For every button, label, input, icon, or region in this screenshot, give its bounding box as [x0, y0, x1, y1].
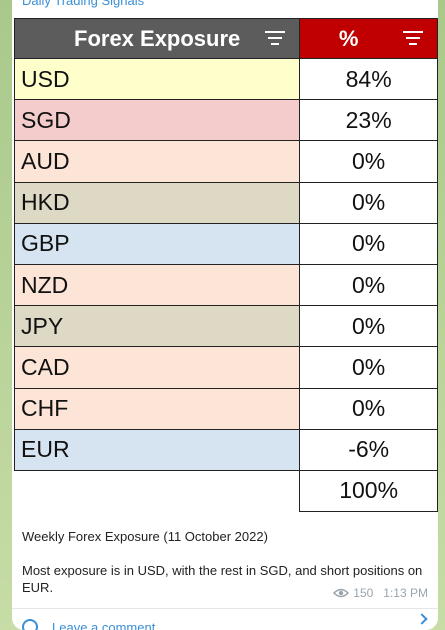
header-forex-exposure: Forex Exposure: [13, 18, 301, 59]
currency-cell: SGD: [13, 99, 301, 142]
header-currency-label: Forex Exposure: [74, 25, 241, 51]
table-row: SGD 23%: [13, 99, 438, 142]
header-percent-label: %: [338, 25, 359, 51]
leave-comment-label: Leave a comment: [52, 620, 156, 630]
forex-exposure-image[interactable]: Forex Exposure % USD 84% SGD 23% AUD 0% HKD 0% G…: [12, 18, 438, 514]
percent-cell: 84%: [299, 57, 438, 101]
message-time: 1:13 PM: [383, 586, 428, 600]
currency-cell: CHF: [13, 387, 301, 430]
currency-cell: JPY: [13, 305, 301, 348]
view-count: 150: [353, 586, 374, 600]
eye-icon: [333, 588, 350, 598]
percent-cell: 0%: [299, 263, 438, 307]
table-row: EUR -6%: [13, 428, 438, 471]
table-row: GBP 0%: [13, 222, 438, 265]
table-row: AUD 0%: [13, 140, 438, 183]
filter-icon: [265, 31, 286, 47]
header-percent: %: [299, 18, 438, 59]
currency-cell: EUR: [13, 428, 301, 471]
percent-cell: 0%: [299, 305, 438, 348]
percent-cell: 0%: [299, 181, 438, 224]
message-bubble: Daily Trading Signals Forex Exposure %: [12, 0, 438, 630]
leave-comment-button[interactable]: Leave a comment: [12, 608, 438, 630]
chevron-right-icon: [416, 613, 428, 625]
channel-name[interactable]: Daily Trading Signals: [22, 0, 145, 8]
forex-exposure-table: Forex Exposure % USD 84% SGD 23% AUD 0% HKD 0% G…: [13, 18, 438, 513]
caption-title: Weekly Forex Exposure (11 October 2022): [22, 529, 268, 544]
filter-icon: [403, 31, 423, 47]
message-caption: Weekly Forex Exposure (11 October 2022) …: [22, 528, 428, 613]
table-row: CHF 0%: [13, 387, 438, 430]
currency-cell: USD: [13, 57, 301, 101]
table-row: USD 84%: [13, 57, 438, 101]
percent-cell: 0%: [299, 387, 438, 430]
percent-cell: -6%: [299, 428, 438, 471]
table-row: JPY 0%: [13, 305, 438, 348]
currency-cell: AUD: [13, 140, 301, 183]
currency-cell: CAD: [13, 346, 301, 389]
table-row: NZD 0%: [13, 263, 438, 307]
currency-cell: HKD: [13, 181, 301, 224]
comment-icon: [22, 618, 38, 630]
table-header-row: Forex Exposure %: [13, 18, 438, 59]
total-blank-cell: [14, 470, 300, 512]
caption-body: Most exposure is in USD, with the rest i…: [22, 563, 423, 595]
percent-cell: 0%: [299, 222, 438, 265]
percent-cell: 0%: [299, 346, 438, 389]
currency-cell: GBP: [13, 222, 301, 265]
total-percent-cell: 100%: [299, 469, 438, 513]
table-row: HKD 0%: [13, 181, 438, 224]
percent-cell: 0%: [299, 140, 438, 183]
percent-cell: 23%: [299, 99, 438, 142]
message-meta: 150 1:13 PM: [333, 586, 428, 600]
table-row: CAD 0%: [13, 346, 438, 389]
currency-cell: NZD: [13, 263, 301, 307]
total-row: 100%: [14, 469, 438, 513]
